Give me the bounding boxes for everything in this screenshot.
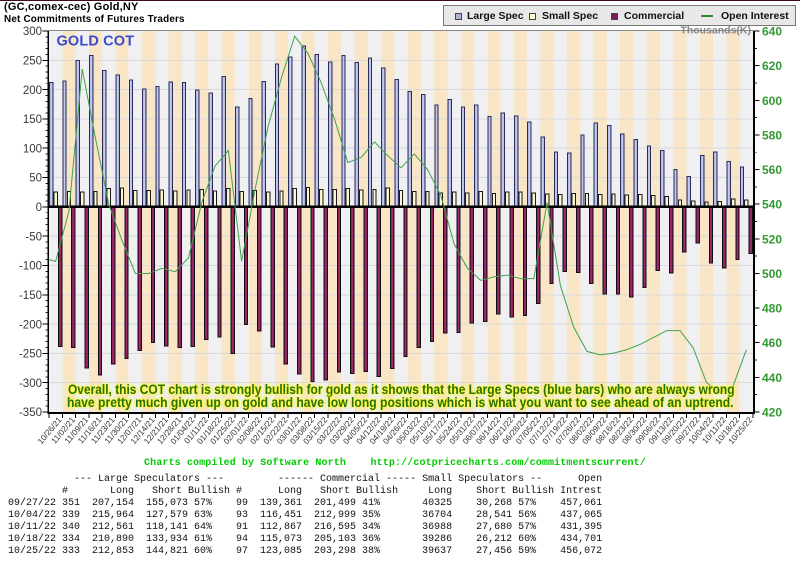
svg-text:640: 640 [762,25,782,39]
svg-text:-350: -350 [19,407,42,419]
svg-text:-200: -200 [19,319,42,331]
svg-text:-50: -50 [25,231,42,243]
svg-text:200: 200 [23,85,42,97]
svg-text:-250: -250 [19,349,42,361]
svg-text:250: 250 [23,56,42,68]
svg-text:420: 420 [762,406,782,420]
svg-text:50: 50 [29,173,42,185]
svg-text:500: 500 [762,267,782,281]
svg-text:Thousands(K): Thousands(K) [680,25,751,37]
svg-text:0: 0 [36,202,42,214]
svg-text:580: 580 [762,128,782,142]
svg-text:560: 560 [762,163,782,177]
svg-text:-150: -150 [19,290,42,302]
svg-text:440: 440 [762,371,782,385]
svg-text:-100: -100 [19,261,42,273]
svg-text:100: 100 [23,143,42,155]
svg-text:-300: -300 [19,378,42,390]
svg-text:GOLD COT: GOLD COT [57,34,135,50]
svg-text:150: 150 [23,114,42,126]
svg-text:460: 460 [762,336,782,350]
svg-text:480: 480 [762,302,782,316]
svg-text:540: 540 [762,198,782,212]
svg-text:620: 620 [762,59,782,73]
svg-text:600: 600 [762,94,782,108]
svg-text:520: 520 [762,232,782,246]
svg-text:300: 300 [23,26,42,38]
